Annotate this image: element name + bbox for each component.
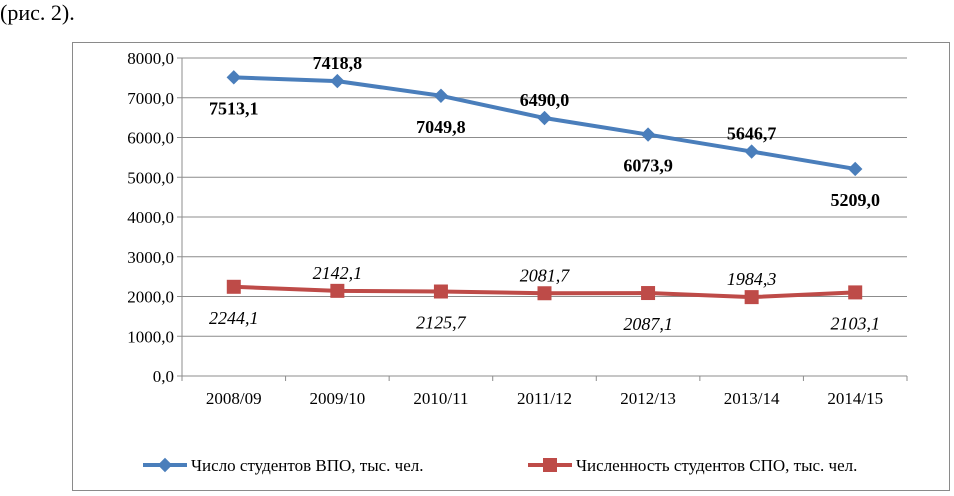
series-2-data-label: 1984,3 [727, 269, 777, 289]
y-tick-label: 8000,0 [127, 49, 174, 68]
series-1-data-label: 5209,0 [830, 190, 880, 210]
series-2-data-label: 2103,1 [830, 313, 880, 333]
series-2-data-label: 2244,1 [209, 308, 258, 328]
series-1-point [537, 110, 552, 126]
series-2-data-label: 2125,7 [416, 313, 467, 333]
legend: Число студентов ВПО, тыс. чел. Численност… [143, 456, 857, 475]
figure-caption: (рис. 2). [0, 0, 75, 25]
y-tick-label: 5000,0 [127, 168, 174, 187]
series-1-point [744, 144, 759, 159]
legend-label-1: Число студентов ВПО, тыс. чел. [191, 456, 424, 475]
legend-marker-2 [543, 458, 557, 472]
series-1-data-label: 7049,8 [416, 117, 466, 137]
series-1-point [226, 70, 241, 85]
legend-marker-1 [157, 457, 173, 473]
series-1-data-label: 7513,1 [209, 98, 258, 118]
chart-frame: 0,0 1000,0 2000,0 3000,0 4000,0 5000,0 6000,0 7… [72, 42, 950, 491]
axes [177, 57, 908, 381]
series-2-point [848, 285, 863, 300]
y-tick-label: 0,0 [153, 367, 174, 386]
series-2-point [433, 284, 448, 299]
series-group [226, 70, 863, 305]
series-1-data-label: 7418,8 [313, 53, 363, 73]
y-tick-labels: 0,0 1000,0 2000,0 3000,0 4000,0 5000,0 6000,0 7… [127, 49, 174, 386]
series-2-point [226, 279, 241, 294]
grid-lines [182, 57, 907, 337]
x-tick-label: 2008/09 [206, 389, 262, 408]
y-tick-label: 6000,0 [127, 129, 174, 148]
x-tick-label: 2012/13 [620, 389, 676, 408]
series-1-data-label: 6490,0 [520, 90, 570, 110]
line-chart: 0,0 1000,0 2000,0 3000,0 4000,0 5000,0 6000,0 7… [127, 49, 908, 475]
series-1-point [848, 161, 863, 177]
series-1-point [330, 73, 345, 89]
series-2-data-label: 2081,7 [520, 265, 571, 285]
x-tick-label: 2014/15 [827, 389, 883, 408]
x-tick-label: 2011/12 [517, 389, 572, 408]
y-tick-label: 1000,0 [127, 327, 174, 346]
series-1-data-label: 6073,9 [623, 156, 673, 176]
x-tick-label: 2013/14 [724, 389, 780, 408]
series-2-point [641, 286, 656, 301]
y-tick-label: 3000,0 [127, 248, 174, 267]
x-tick-labels: 2008/09 2009/10 2010/11 2011/12 2012/13 2013/… [206, 389, 883, 408]
data-labels: 7513,1 7418,8 7049,8 6490,0 6073,9 5646,7 5209… [209, 53, 880, 334]
series-2-point [330, 283, 345, 298]
series-1-point [433, 88, 449, 103]
series-2-point [744, 290, 759, 305]
x-tick-label: 2010/11 [413, 389, 468, 408]
y-tick-label: 4000,0 [127, 208, 174, 227]
legend-label-2: Численность студентов СПО, тыс. чел. [576, 456, 857, 475]
series-1-data-label: 5646,7 [727, 124, 777, 144]
y-tick-label: 2000,0 [127, 288, 174, 307]
series-1-point [640, 127, 656, 142]
y-tick-label: 7000,0 [127, 89, 174, 108]
x-tick-label: 2009/10 [309, 389, 365, 408]
series-2-data-label: 2087,1 [623, 314, 673, 334]
series-2-data-label: 2142,1 [313, 263, 363, 283]
series-2-point [537, 286, 552, 301]
